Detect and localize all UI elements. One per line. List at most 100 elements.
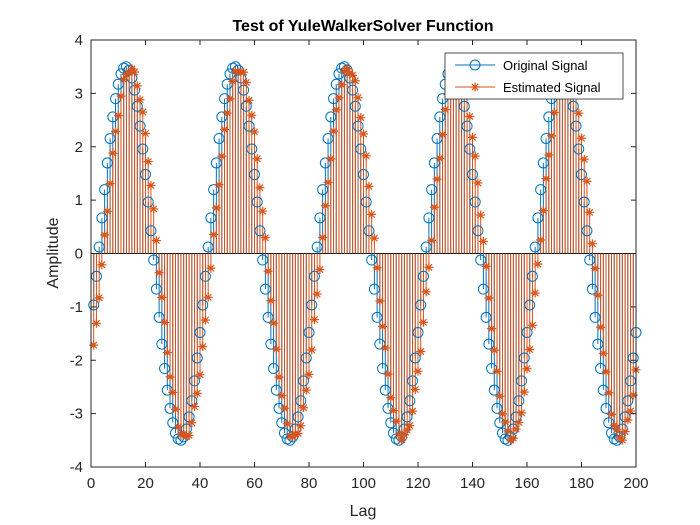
estimated-signal-point [585,207,595,217]
estimated-signal-point [391,416,401,426]
estimated-signal-point [132,81,142,91]
original-signal-point [347,84,359,96]
original-signal-point [99,184,111,196]
estimated-signal-point [623,415,633,425]
estimated-signal-point [378,321,388,331]
estimated-signal-point [263,266,273,276]
estimated-signal-point [530,288,540,298]
original-signal-point [137,143,149,155]
estimated-signal-point [200,315,210,325]
original-signal-point [513,395,525,407]
estimated-signal-point [149,204,159,214]
original-signal-point [532,212,544,224]
estimated-signal-point [271,344,281,354]
estimated-signal-point [388,406,398,416]
original-signal-point [477,283,489,295]
original-signal-point [308,270,320,282]
original-signal-point [213,132,225,144]
original-signal-point [189,375,201,387]
estimated-signal-point [296,421,306,431]
original-signal-point [349,100,361,112]
original-signal-point [529,241,541,253]
estimated-signal-point [252,154,262,164]
estimated-signal-point [601,367,611,377]
estimated-signal-point [438,130,448,140]
y-axis-title: Amplitude [45,217,62,288]
original-signal-point [292,411,304,423]
original-signal-point [475,254,487,266]
estimated-signal-point [203,292,213,302]
estimated-signal-point [367,209,377,219]
estimated-signal-point [135,95,145,105]
estimated-signal-point [91,318,101,328]
estimated-signal-point [266,296,276,306]
legend: Original Signal Estimated Signal [444,52,624,100]
original-signal-point [461,120,473,132]
estimated-signal-point [301,385,311,395]
original-signal-point [259,283,271,295]
estimated-signal-point [380,343,390,353]
estimated-signal-point [184,430,194,440]
estimated-signal-point [432,174,442,184]
original-signal-point [96,212,108,224]
original-signal-point [483,338,495,350]
estimated-signal-point [116,91,126,101]
estimated-signal-point [593,290,603,300]
estimated-signal-point [260,233,270,243]
original-signal-point [257,254,269,266]
estimated-signal-point [331,105,341,115]
estimated-signal-point [89,340,99,350]
estimated-signal-point [356,113,366,123]
estimated-signal-point [495,391,505,401]
estimated-signal-point [151,236,161,246]
x-tick-label: 180 [569,475,594,492]
y-tick-label: 2 [75,139,83,156]
estimated-signal-point [143,157,153,167]
estimated-signal-point [481,261,491,271]
estimated-signal-point [386,393,396,403]
estimated-signal-point [279,403,289,413]
estimated-signal-point [192,389,202,399]
estimated-signal-point [424,262,434,272]
x-tick-label: 140 [460,475,485,492]
estimated-signal-point [334,93,344,103]
x-tick-label: 160 [514,475,539,492]
original-signal-point [589,311,601,323]
original-signal-point [480,311,492,323]
legend-original-marker [469,59,481,71]
estimated-signal-point [440,105,450,115]
estimated-signal-point [304,369,314,379]
estimated-signal-point [508,433,518,443]
x-axis-ticks: 0 20 40 60 80 100 120 140 160 180 200 [87,40,649,492]
original-signal-point [142,196,154,208]
y-tick-label: -2 [70,352,83,369]
original-signal-point [524,299,536,311]
estimated-signal-point [211,203,221,213]
estimated-signal-point [369,233,379,243]
estimated-signal-point [282,419,292,429]
original-signal-point [104,132,116,144]
original-signal-point [521,326,533,338]
estimated-signal-point [225,94,235,104]
original-signal-point [567,100,579,112]
estimated-signal-point [293,428,303,438]
estimated-signal-point [353,93,363,103]
original-signal-point [317,184,329,196]
original-signal-point [208,184,220,196]
estimated-signal-point [617,435,627,445]
estimated-signal-point [130,67,140,77]
estimated-signal-point [100,230,110,240]
original-signal-point [573,143,585,155]
y-tick-label: 0 [75,246,83,263]
original-signal-point [240,100,252,112]
estimated-signal-point [198,342,208,352]
estimated-signal-point [596,322,606,332]
x-tick-label: 80 [301,475,318,492]
y-tick-label: -1 [70,299,83,316]
estimated-signal-point [416,347,426,357]
estimated-signal-point [544,150,554,160]
estimated-signal-point [405,421,415,431]
estimated-signal-point [473,178,483,188]
original-signal-point [270,384,282,396]
